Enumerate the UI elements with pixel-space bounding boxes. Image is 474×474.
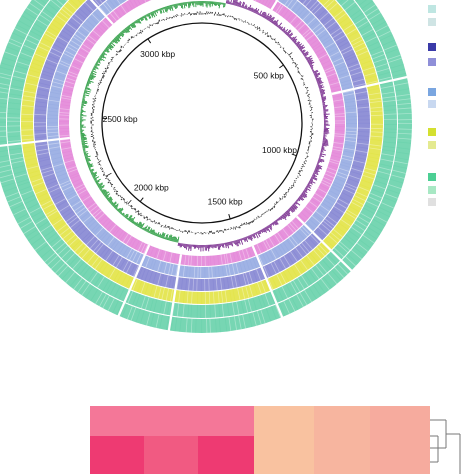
tick-mark xyxy=(279,64,284,69)
tick-mark xyxy=(139,197,144,202)
tick-label: 2500 kbp xyxy=(103,114,138,124)
heatmap-cell xyxy=(254,436,314,474)
legend-swatch xyxy=(428,18,436,26)
legend-swatch xyxy=(428,198,436,206)
ring-teal-inner xyxy=(7,0,397,318)
tick-label: 2000 kbp xyxy=(134,182,169,192)
ring-blue-outer xyxy=(34,0,370,291)
heatmap-cell xyxy=(370,406,430,436)
ring-teal-outer xyxy=(0,0,412,333)
legend-swatch xyxy=(428,88,436,96)
heatmap-cell xyxy=(90,406,144,436)
heatmap-cell xyxy=(144,436,198,474)
dendrogram xyxy=(430,419,461,474)
tick-label: 1500 kbp xyxy=(208,197,243,207)
ring-teal-inner-texture xyxy=(7,0,397,318)
tick-label: 1000 kbp xyxy=(262,145,297,155)
legend-swatch xyxy=(428,141,436,149)
ring-pink-texture xyxy=(59,0,346,267)
backbone-circle xyxy=(101,22,303,224)
legend-swatch xyxy=(428,100,436,108)
heatmap-cell xyxy=(370,436,430,474)
gc-skew-track xyxy=(80,0,330,252)
legend-swatches xyxy=(428,5,436,206)
heatmap-cell xyxy=(254,406,314,436)
position-ticks: 500 kbp 1000 kbp 1500 kbp 2000 kbp 2500 kbp 3… xyxy=(102,38,297,220)
ring-blue-outer-texture xyxy=(33,0,371,292)
legend-swatch xyxy=(428,173,436,181)
heatmap-cell xyxy=(314,406,370,436)
ring-pink xyxy=(59,0,345,266)
legend-swatch xyxy=(428,58,436,66)
legend-swatch xyxy=(428,186,436,194)
heatmap xyxy=(90,406,430,474)
tick-label: 500 kbp xyxy=(254,70,285,80)
ring-blue-inner xyxy=(47,0,357,278)
heatmap-cell xyxy=(198,436,254,474)
legend-swatch xyxy=(428,128,436,136)
ring-gaps xyxy=(0,0,408,331)
heatmap-cell xyxy=(90,436,144,474)
legend-swatch xyxy=(428,43,436,51)
gc-content-track xyxy=(90,11,314,235)
ring-blue-inner-texture xyxy=(46,0,358,278)
genome-circos-rings xyxy=(0,0,413,334)
legend-swatch xyxy=(428,5,436,13)
ring-yellow xyxy=(21,0,383,304)
tick-mark xyxy=(228,214,231,220)
heatmap-cell xyxy=(314,436,370,474)
tick-label: 3000 kbp xyxy=(140,49,175,59)
ring-teal-outer-texture xyxy=(0,0,413,334)
tick-mark xyxy=(147,38,152,44)
tick-mark xyxy=(291,153,297,157)
heatmap-cell xyxy=(144,406,254,436)
